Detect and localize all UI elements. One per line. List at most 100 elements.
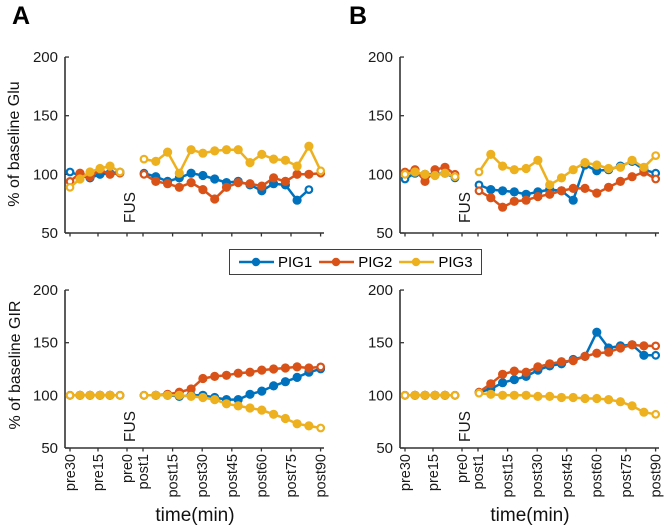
legend-swatch-pig3	[399, 257, 435, 267]
series-pig3-line	[143, 144, 322, 175]
series-pig2-marker	[533, 362, 543, 372]
series-pig1-marker	[65, 167, 75, 177]
series-pig2-marker	[245, 179, 255, 189]
series-pig3-marker	[474, 167, 484, 177]
plot-b-glu: 50 100 150 200 FUS	[368, 49, 661, 242]
series-pig2-marker	[198, 185, 208, 195]
series-pig3-marker	[95, 390, 105, 400]
series-pig1-marker	[651, 350, 661, 360]
series-pig3-marker	[556, 173, 567, 183]
series-pig3-marker	[568, 392, 578, 403]
x-tick-label: post30	[195, 454, 211, 498]
legend-swatch-pig1	[239, 257, 274, 267]
series-pig2-marker	[639, 341, 649, 351]
x-tick-label: post90	[314, 454, 330, 498]
series-pig3-marker	[430, 170, 440, 181]
series-pig2-marker	[498, 202, 508, 212]
series-pig2-marker	[568, 356, 578, 366]
series-pig2-marker	[233, 178, 243, 188]
series-pig2-marker	[651, 174, 661, 184]
series-pig3-marker	[509, 165, 519, 175]
series-pig3-marker	[592, 160, 602, 170]
series-pig3-marker	[533, 391, 543, 401]
y-tick-label: 50	[41, 440, 58, 457]
series-pig3-marker	[450, 172, 460, 182]
series-pig3-marker	[450, 390, 460, 400]
y-tick-label: 150	[33, 335, 58, 352]
series-pig3-marker	[139, 154, 149, 164]
y-tick-label: 100	[33, 387, 58, 404]
series-pig3-marker	[440, 390, 450, 400]
panel-label-a: A	[12, 2, 31, 30]
series-pig3-marker	[186, 391, 196, 401]
series-pig2-marker	[210, 371, 220, 381]
series-pig2-marker	[604, 347, 614, 357]
series-pig3-marker	[498, 390, 508, 400]
series-pig2-marker	[269, 364, 279, 374]
series-pig2-marker	[233, 368, 243, 378]
x-tick-label: post60	[254, 454, 270, 498]
series-pig3-marker	[269, 409, 279, 419]
legend-swatch-pig2	[319, 257, 355, 267]
series-pig3-marker	[292, 161, 302, 171]
series-pig2-marker	[556, 357, 567, 367]
series-pig3-marker	[85, 167, 95, 177]
series-pig2-marker	[304, 169, 314, 179]
series-pig3-marker	[245, 403, 255, 413]
series-pig2-marker	[151, 176, 161, 186]
series-pig3-marker	[521, 390, 531, 400]
series-pig3-marker	[245, 158, 255, 168]
fus-label: FUS	[457, 411, 474, 442]
series-pig2-marker	[509, 196, 519, 206]
x-tick-label: post30	[530, 454, 546, 498]
series-pig2-marker	[521, 367, 531, 377]
series-pig3-marker	[410, 167, 420, 177]
series-pig2-marker	[545, 359, 555, 369]
series-pig2-marker	[533, 192, 543, 202]
y-tick-label: 100	[368, 166, 393, 183]
series-pig3-marker	[115, 167, 125, 177]
series-pig1-marker	[292, 195, 302, 205]
series-pig1-marker	[186, 168, 196, 178]
series-pig2-marker	[221, 370, 232, 380]
series-pig2-marker	[545, 189, 555, 199]
series-pig2-marker	[509, 366, 519, 376]
series-pig3-marker	[105, 161, 115, 171]
series-pig3-marker	[105, 390, 115, 400]
series-pig3-marker	[304, 141, 314, 151]
y-tick-label: 50	[41, 225, 58, 242]
series-pig3-marker	[233, 401, 243, 411]
y-tick-label: 200	[33, 49, 58, 66]
series-pig3-marker	[151, 156, 161, 166]
series-pig3-marker	[163, 390, 173, 400]
series-pig2-marker	[139, 169, 149, 179]
x-tick-label: post1	[471, 454, 487, 489]
series-pig1-marker	[498, 378, 508, 388]
series-pig3-marker	[474, 388, 484, 398]
series-pig2-marker	[486, 379, 496, 389]
series-pig3-marker	[627, 155, 637, 165]
legend-label-pig2: PIG2	[358, 253, 393, 271]
x-tick-label: pre0	[455, 454, 471, 483]
y-tick-label: 200	[368, 282, 393, 299]
series-pig1-marker	[509, 187, 519, 197]
series-pig3-marker	[221, 145, 232, 155]
series-pig3-marker	[257, 149, 267, 159]
series-pig2-line	[478, 343, 656, 394]
series-pig3-marker	[174, 168, 184, 178]
series-pig3-line	[144, 394, 321, 430]
series-pig3-marker	[280, 155, 290, 165]
series-pig2-marker	[163, 179, 173, 189]
series-pig3-marker	[316, 166, 326, 176]
series-pig2-marker	[521, 195, 531, 205]
y-tick-label: 150	[368, 108, 393, 125]
x-tick-label: post75	[619, 454, 635, 498]
series-pig1-marker	[269, 381, 279, 391]
series-pig3-marker	[615, 162, 625, 172]
series-pig2-marker	[280, 363, 290, 373]
x-tick-label: pre30	[398, 454, 414, 491]
series-pig3-marker	[280, 413, 290, 424]
series-pig1-marker	[245, 389, 255, 399]
series-pig2-marker	[221, 182, 232, 192]
series-pig2-marker	[580, 183, 590, 193]
